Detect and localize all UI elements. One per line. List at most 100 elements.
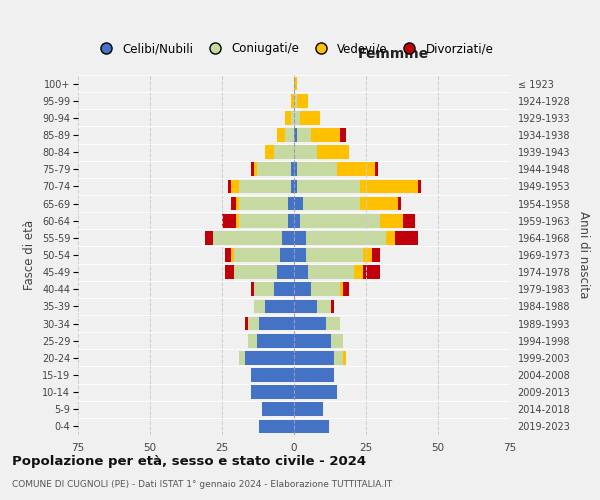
- Bar: [294, 420, 329, 434]
- Bar: [294, 231, 305, 244]
- Bar: [294, 334, 331, 347]
- Bar: [230, 196, 236, 210]
- Bar: [372, 248, 380, 262]
- Bar: [214, 231, 283, 244]
- Bar: [248, 316, 259, 330]
- Bar: [360, 196, 398, 210]
- Bar: [294, 94, 297, 108]
- Bar: [334, 351, 343, 364]
- Bar: [245, 351, 294, 364]
- Bar: [265, 146, 274, 159]
- Bar: [294, 282, 311, 296]
- Bar: [245, 316, 248, 330]
- Bar: [294, 351, 334, 364]
- Bar: [225, 266, 233, 279]
- Bar: [239, 214, 288, 228]
- Bar: [265, 300, 294, 314]
- Bar: [294, 146, 317, 159]
- Bar: [277, 128, 286, 142]
- Bar: [317, 146, 349, 159]
- Bar: [363, 266, 380, 279]
- Bar: [288, 196, 294, 210]
- Bar: [300, 214, 380, 228]
- Bar: [418, 180, 421, 194]
- Bar: [294, 214, 300, 228]
- Bar: [239, 180, 291, 194]
- Bar: [308, 266, 355, 279]
- Bar: [286, 111, 291, 124]
- Bar: [294, 76, 297, 90]
- Bar: [288, 214, 294, 228]
- Text: Popolazione per età, sesso e stato civile - 2024: Popolazione per età, sesso e stato civil…: [12, 455, 366, 468]
- Bar: [222, 214, 236, 228]
- Bar: [254, 300, 265, 314]
- Bar: [251, 282, 254, 296]
- Bar: [294, 162, 297, 176]
- Bar: [277, 266, 294, 279]
- Bar: [274, 146, 294, 159]
- Bar: [239, 196, 288, 210]
- Bar: [254, 162, 257, 176]
- Bar: [302, 196, 360, 210]
- Bar: [251, 368, 294, 382]
- Bar: [248, 334, 257, 347]
- Bar: [294, 128, 297, 142]
- Bar: [340, 128, 346, 142]
- Bar: [230, 248, 233, 262]
- Bar: [294, 196, 302, 210]
- Bar: [228, 180, 230, 194]
- Bar: [374, 162, 377, 176]
- Bar: [305, 248, 363, 262]
- Text: Femmine: Femmine: [358, 46, 429, 60]
- Bar: [326, 316, 340, 330]
- Bar: [398, 196, 401, 210]
- Bar: [331, 334, 343, 347]
- Bar: [294, 386, 337, 399]
- Bar: [297, 128, 311, 142]
- Bar: [395, 231, 418, 244]
- Bar: [233, 266, 277, 279]
- Bar: [283, 231, 294, 244]
- Bar: [251, 386, 294, 399]
- Bar: [294, 180, 297, 194]
- Bar: [297, 162, 337, 176]
- Bar: [297, 180, 360, 194]
- Bar: [291, 180, 294, 194]
- Bar: [291, 162, 294, 176]
- Bar: [294, 248, 305, 262]
- Bar: [380, 214, 403, 228]
- Bar: [259, 420, 294, 434]
- Y-axis label: Fasce di età: Fasce di età: [23, 220, 37, 290]
- Bar: [257, 162, 291, 176]
- Bar: [305, 231, 386, 244]
- Bar: [294, 300, 317, 314]
- Bar: [403, 214, 415, 228]
- Bar: [205, 231, 214, 244]
- Bar: [355, 266, 363, 279]
- Bar: [233, 248, 280, 262]
- Bar: [259, 316, 294, 330]
- Bar: [337, 162, 374, 176]
- Bar: [360, 180, 418, 194]
- Bar: [236, 196, 239, 210]
- Bar: [297, 94, 308, 108]
- Bar: [286, 128, 294, 142]
- Bar: [340, 282, 343, 296]
- Y-axis label: Anni di nascita: Anni di nascita: [577, 212, 590, 298]
- Bar: [257, 334, 294, 347]
- Bar: [363, 248, 372, 262]
- Text: COMUNE DI CUGNOLI (PE) - Dati ISTAT 1° gennaio 2024 - Elaborazione TUTTITALIA.IT: COMUNE DI CUGNOLI (PE) - Dati ISTAT 1° g…: [12, 480, 392, 489]
- Bar: [294, 111, 300, 124]
- Bar: [291, 94, 294, 108]
- Bar: [294, 316, 326, 330]
- Bar: [386, 231, 395, 244]
- Bar: [343, 351, 346, 364]
- Bar: [343, 282, 349, 296]
- Bar: [294, 368, 334, 382]
- Bar: [239, 351, 245, 364]
- Bar: [280, 248, 294, 262]
- Legend: Celibi/Nubili, Coniugati/e, Vedovi/e, Divorziati/e: Celibi/Nubili, Coniugati/e, Vedovi/e, Di…: [90, 38, 498, 60]
- Bar: [274, 282, 294, 296]
- Bar: [225, 248, 230, 262]
- Bar: [300, 111, 320, 124]
